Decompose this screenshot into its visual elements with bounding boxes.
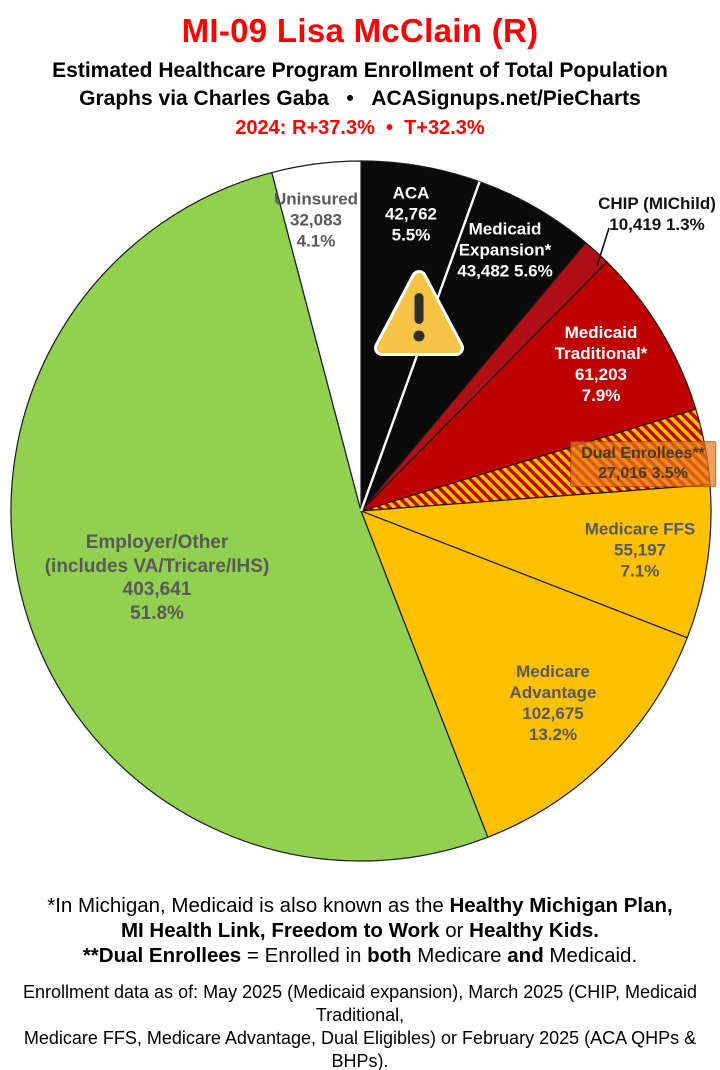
slice-label-line: 102,675: [522, 704, 584, 723]
header: MI-09 Lisa McClain (R) Estimated Healthc…: [0, 12, 720, 140]
slice-label-chip: CHIP (MIChild) 10,419 1.3%: [598, 193, 716, 235]
footnote-medicaid-line: **Dual Enrollees = Enrolled in both Medi…: [82, 944, 638, 967]
slice-label-line: Medicaid: [564, 322, 638, 342]
slice-label-line: Employer/Other: [85, 531, 229, 553]
page-title: MI-09 Lisa McClain (R): [181, 12, 539, 49]
footnote-medicaid-line: MI Health Link, Freedom to Work or Healt…: [120, 919, 600, 942]
footnote-sources-line: Medicare FFS, Medicare Advantage, Dual E…: [23, 1028, 697, 1070]
slice-label-line: 4.1%: [296, 231, 336, 251]
slice-label-line: 55,197: [613, 540, 666, 560]
slice-label-line: Advantage: [509, 682, 597, 702]
warning-icon: [374, 270, 464, 356]
slice-label-line: 7.9%: [581, 386, 621, 406]
slice-label-medicare-advantage: Medicare Advantage 102,675 13.2%: [510, 661, 597, 745]
pie-slice-medicare-advantage: [360, 510, 688, 838]
slice-label-aca: ACA 42,762 5.5%: [385, 182, 437, 245]
footnote-sources: Enrollment data as of: May 2025 (Medicai…: [0, 981, 720, 1070]
slice-label-line: 32,083: [290, 210, 342, 230]
slice-label-line: Medicaid: [468, 219, 542, 239]
slice-label-dual-enrollees: Dual Enrollees** 27,016 3.5%: [570, 441, 716, 487]
slice-label-line: 403,641: [122, 579, 192, 600]
slice-label-line: 10,419 1.3%: [609, 215, 705, 234]
footnote-sources-line: Enrollment data as of: May 2025 (Medicai…: [22, 982, 697, 1025]
slice-label-line: Expansion*: [458, 240, 552, 260]
slice-label-line: Medicare FFS: [584, 519, 696, 539]
slice-label-line: 5.5%: [391, 225, 431, 245]
slice-label-uninsured: Uninsured 32,083 4.1%: [274, 188, 358, 251]
slice-label-line: (includes VA/Tricare/IHS): [44, 555, 270, 577]
slice-label-line: 61,203: [574, 365, 627, 384]
slice-label-employer-other: Employer/Other (includes VA/Tricare/IHS) 4…: [45, 531, 270, 625]
pie-slice-employer-other: [10, 171, 489, 862]
slice-label-line: 13.2%: [528, 725, 578, 745]
slice-label-line: 7.1%: [620, 561, 660, 581]
credit-line: Graphs via Charles Gaba • ACASignups.net…: [79, 87, 641, 110]
pie-slice-medicare-ffs: [360, 484, 712, 639]
page-subtitle: Estimated Healthcare Program Enrollment …: [52, 59, 668, 82]
slice-label-line: Uninsured: [273, 189, 359, 209]
slice-label-line: 42,762: [385, 204, 437, 224]
slice-label-medicare-ffs: Medicare FFS 55,197 7.1%: [585, 518, 696, 581]
slice-label-line: 51.8%: [130, 602, 184, 624]
pie-slice-medicaid-traditional: [360, 261, 697, 512]
slice-label-line: 27,016 3.5%: [598, 465, 688, 482]
slice-label-medicaid-traditional: Medicaid Traditional* 61,203 7.9%: [555, 322, 648, 406]
slice-label-line: CHIP (MIChild): [598, 193, 716, 213]
pie-slice-uninsured: [271, 160, 362, 512]
slice-label-line: 43,482 5.6%: [457, 261, 553, 281]
election-stats: 2024: R+37.3% • T+32.3%: [235, 117, 485, 139]
slice-label-line: Traditional*: [554, 343, 648, 363]
slice-label-line: ACA: [392, 183, 430, 203]
slice-label-line: Medicare: [516, 661, 590, 681]
footnote-medicaid: *In Michigan, Medicaid is also known as …: [0, 893, 720, 968]
slice-label-line: Dual Enrollees**: [581, 445, 705, 463]
footnote-medicaid-line: *In Michigan, Medicaid is also known as …: [47, 894, 673, 917]
slice-label-medicaid-expansion: Medicaid Expansion* 43,482 5.6%: [457, 218, 552, 281]
chip-leader-line: [596, 227, 610, 267]
